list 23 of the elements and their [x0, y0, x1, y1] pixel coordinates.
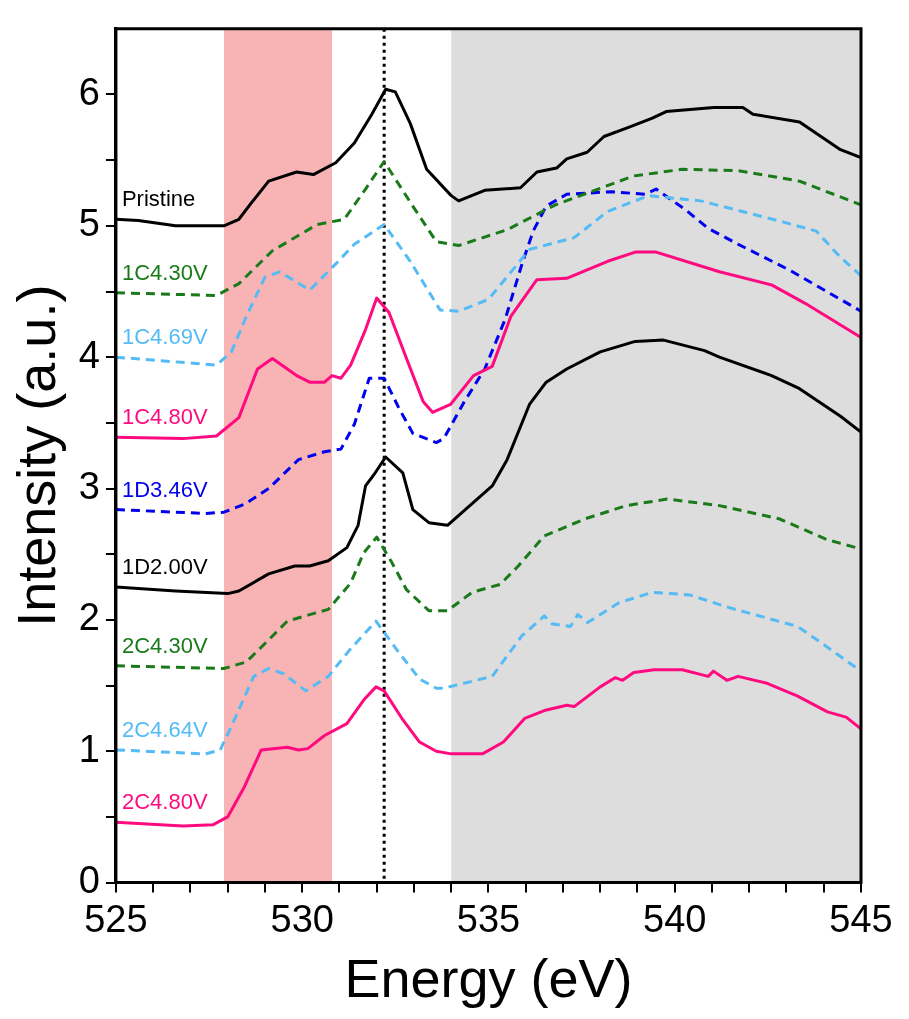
x-tick-label: 535 [456, 897, 521, 940]
series-label: 1D3.46V [121, 476, 208, 502]
line-series [115, 187, 861, 515]
series-label: 1C4.30V [121, 259, 208, 285]
series-label: 1C4.80V [121, 404, 208, 430]
y-axis-title: Intensity (a.u.) [6, 284, 67, 627]
x-axis-title: Energy (eV) [344, 948, 633, 1009]
line-series [115, 159, 861, 297]
x-tick-label: 545 [829, 897, 893, 940]
y-tick-label: 6 [78, 70, 100, 113]
y-tick-label: 2 [78, 596, 100, 639]
series-label: 2C4.30V [121, 632, 208, 658]
series-label: 1D2.00V [121, 554, 208, 580]
series-label: 1C4.69V [121, 324, 208, 350]
x-tick-label: 540 [643, 897, 707, 940]
y-tick-label: 4 [78, 333, 100, 376]
series-label: Pristine [121, 186, 196, 212]
series-label: 2C4.64V [121, 717, 208, 742]
y-tick-label: 1 [78, 727, 100, 770]
y-tick-label: 3 [78, 465, 100, 508]
series-label: 2C4.80V [121, 789, 208, 815]
x-tick-label: 530 [270, 897, 334, 940]
y-tick-label: 5 [78, 202, 100, 245]
